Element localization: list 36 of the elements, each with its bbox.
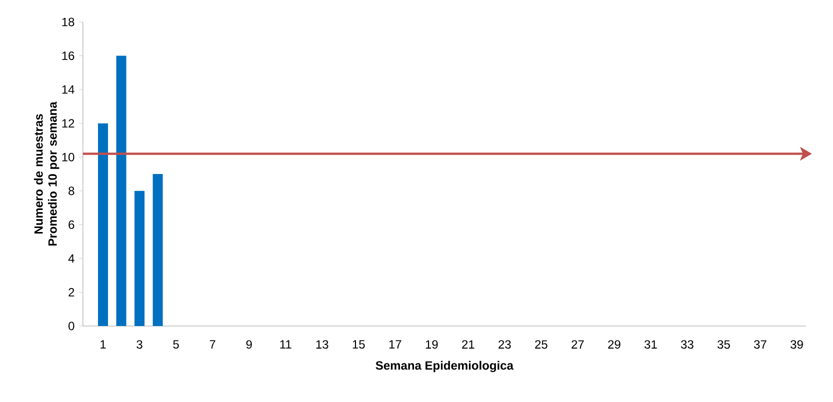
y-axis-title: Numero de muestras Promedio 10 por semana	[34, 102, 60, 246]
bar	[116, 56, 126, 326]
x-tick-label: 21	[462, 340, 474, 349]
y-tick-label: 16	[62, 52, 74, 60]
x-tick-label: 11	[280, 340, 292, 348]
y-tick-label: 8	[68, 186, 74, 196]
x-tick-label: 29	[608, 340, 620, 349]
x-tick-label: 5	[173, 340, 179, 349]
x-tick-label: 33	[681, 340, 694, 349]
y-tick-label: 6	[68, 220, 74, 229]
x-tick-label: 23	[498, 340, 511, 349]
y-tick-label: 2	[68, 288, 74, 296]
bar	[152, 174, 163, 326]
x-tick-label: 31	[644, 340, 657, 349]
bar	[134, 190, 145, 326]
y-tick-label: 0	[68, 322, 74, 330]
x-tick-label: 13	[316, 340, 328, 349]
x-tick-label: 19	[426, 340, 438, 349]
x-tick-label: 17	[389, 340, 402, 348]
x-tick-label: 9	[246, 340, 252, 349]
y-tick-label: 12	[62, 119, 74, 128]
x-tick-label: 39	[790, 340, 803, 349]
x-tick-label: 27	[572, 340, 584, 349]
x-tick-label: 3	[136, 340, 142, 349]
x-tick-label: 1	[100, 340, 106, 348]
x-axis-title: Semana Epidemiologica	[376, 360, 514, 372]
x-tick-label: 37	[754, 340, 766, 349]
x-tick-label: 35	[718, 340, 730, 349]
x-tick-label: 15	[352, 340, 365, 349]
x-tick-label: 25	[535, 340, 548, 349]
x-tick-label: 7	[210, 340, 216, 348]
y-tick-label: 10	[62, 152, 74, 162]
y-tick-label: 14	[62, 85, 74, 94]
bar	[98, 123, 108, 326]
y-tick-label: 18	[62, 18, 74, 26]
y-tick-label: 4	[68, 254, 74, 263]
